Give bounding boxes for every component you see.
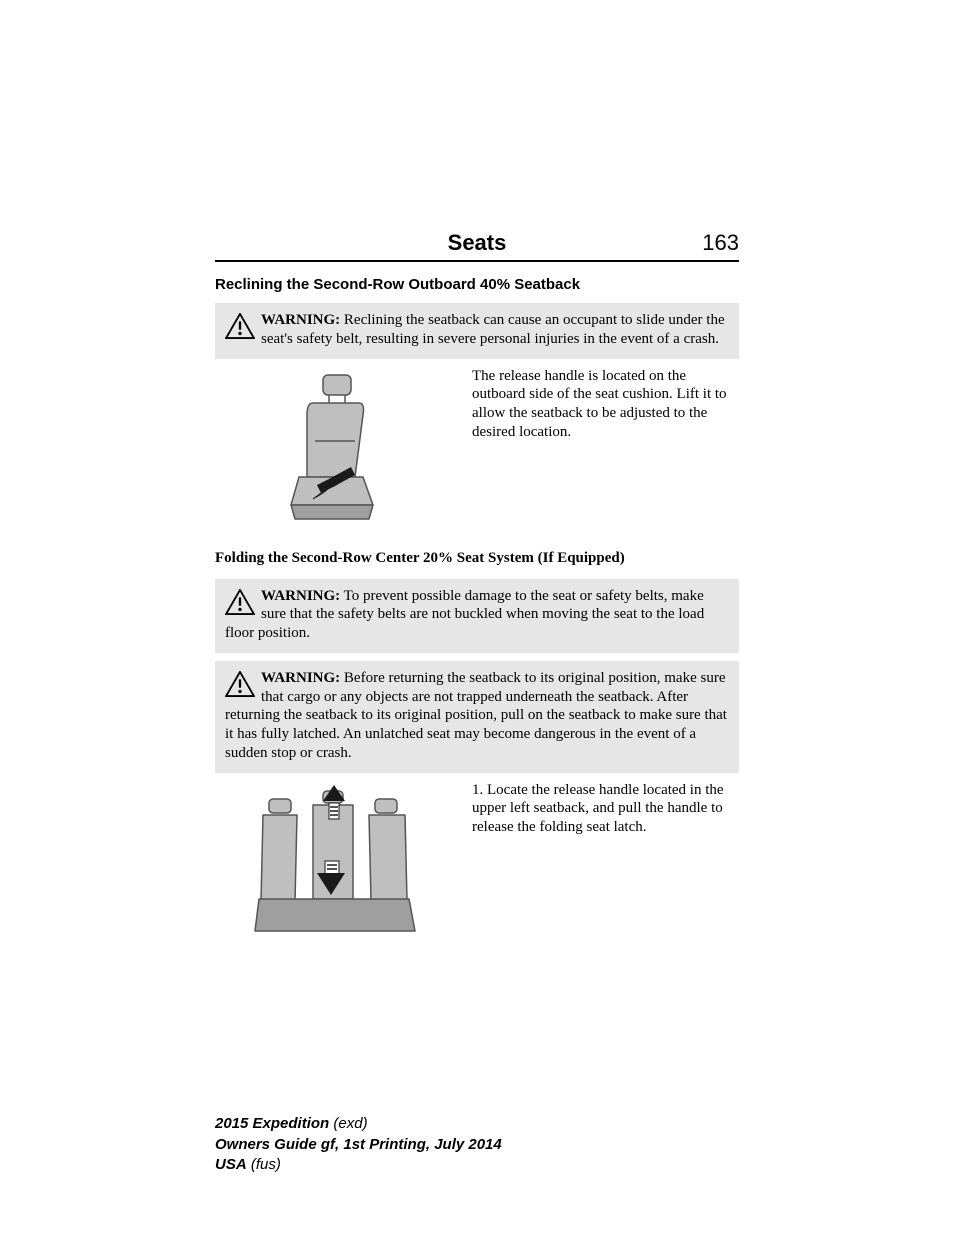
content-row-recline: The release handle is located on the out… — [215, 367, 739, 532]
footer-region-code: (fus) — [247, 1156, 281, 1173]
page-footer: 2015 Expedition (exd) Owners Guide gf, 1… — [215, 1114, 502, 1175]
chapter-title: Seats — [275, 230, 679, 256]
warning-icon — [225, 671, 255, 697]
illustration-triple-seat — [215, 781, 460, 946]
footer-model-code: (exd) — [329, 1115, 367, 1132]
warning-box-fold-2: WARNING: Before returning the seatback t… — [215, 661, 739, 773]
manual-page: Seats 163 Reclining the Second-Row Outbo… — [0, 0, 954, 1235]
footer-model: 2015 Expedition — [215, 1115, 329, 1132]
footer-line-2: Owners Guide gf, 1st Printing, July 2014 — [215, 1135, 502, 1155]
warning-box-fold-1: WARNING: To prevent possible damage to t… — [215, 579, 739, 653]
page-number: 163 — [679, 230, 739, 256]
section-heading-reclining: Reclining the Second-Row Outboard 40% Se… — [215, 276, 739, 293]
warning-icon — [225, 313, 255, 339]
warning-label: WARNING: — [261, 312, 340, 328]
warning-icon — [225, 589, 255, 615]
warning-label: WARNING: — [261, 670, 340, 686]
footer-line-1: 2015 Expedition (exd) — [215, 1114, 502, 1134]
warning-label: WARNING: — [261, 588, 340, 604]
page-header: Seats 163 — [215, 230, 739, 262]
illustration-single-seat — [215, 367, 460, 532]
warning-box-recline: WARNING: Reclining the seatback can caus… — [215, 303, 739, 359]
paragraph-fold: 1. Locate the release handle located in … — [472, 781, 739, 946]
footer-line-3: USA (fus) — [215, 1155, 502, 1175]
content-row-fold: 1. Locate the release handle located in … — [215, 781, 739, 946]
paragraph-recline: The release handle is located on the out… — [472, 367, 739, 532]
section-heading-folding: Folding the Second-Row Center 20% Seat S… — [215, 550, 739, 567]
footer-region: USA — [215, 1156, 247, 1173]
